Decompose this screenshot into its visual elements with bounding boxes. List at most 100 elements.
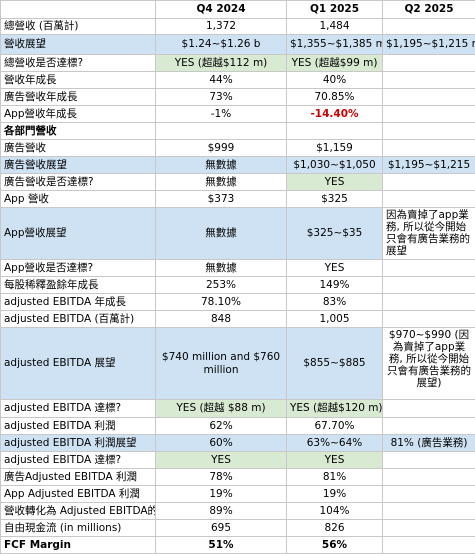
cell-q2[interactable] <box>383 106 475 123</box>
cell-q1[interactable]: YES (超越$99 m) <box>287 55 383 72</box>
cell-q4[interactable]: 60% <box>156 435 287 452</box>
cell-q1[interactable]: YES <box>287 174 383 191</box>
cell-q1[interactable]: 67.70% <box>287 418 383 435</box>
row-label[interactable]: adjusted EBITDA 利潤 <box>1 418 156 435</box>
cell-q4[interactable]: 無數據 <box>156 174 287 191</box>
cell-q1[interactable] <box>287 123 383 140</box>
cell-q1[interactable]: $1,159 <box>287 140 383 157</box>
cell-q2[interactable] <box>383 123 475 140</box>
row-label[interactable]: 廣告Adjusted EBITDA 利潤 <box>1 469 156 486</box>
cell-q2[interactable]: 81% (廣告業務) <box>383 435 475 452</box>
cell-q2[interactable] <box>383 191 475 208</box>
row-label[interactable]: 廣告營收年成長 <box>1 89 156 106</box>
cell-q4[interactable]: 19% <box>156 486 287 503</box>
cell-q1[interactable]: 19% <box>287 486 383 503</box>
row-label[interactable]: App營收年成長 <box>1 106 156 123</box>
row-label[interactable]: 總營收是否達標? <box>1 55 156 72</box>
cell-q4[interactable]: 62% <box>156 418 287 435</box>
cell-q1[interactable]: YES (超越$120 m) <box>287 400 383 418</box>
row-label[interactable]: 總營收 (百萬計) <box>1 19 156 35</box>
cell-q2[interactable] <box>383 277 475 294</box>
row-label[interactable]: 自由現金流 (in millions) <box>1 520 156 537</box>
header-q4-2024[interactable]: Q4 2024 <box>156 1 287 19</box>
cell-q1[interactable]: $855~$885 <box>287 328 383 400</box>
cell-q1[interactable]: 104% <box>287 503 383 520</box>
cell-q4[interactable]: 73% <box>156 89 287 106</box>
cell-q4[interactable]: 253% <box>156 277 287 294</box>
row-label[interactable]: adjusted EBITDA (百萬計) <box>1 311 156 328</box>
cell-q4[interactable]: 848 <box>156 311 287 328</box>
cell-q2[interactable] <box>383 311 475 328</box>
row-label[interactable]: 廣告營收是否達標? <box>1 174 156 191</box>
row-label[interactable]: adjusted EBITDA 利潤展望 <box>1 435 156 452</box>
row-label[interactable]: adjusted EBITDA 達標? <box>1 452 156 469</box>
cell-q1[interactable]: -14.40% <box>287 106 383 123</box>
cell-q1[interactable]: $1,355~$1,385 m <box>287 35 383 55</box>
cell-q4[interactable]: YES (超越 $88 m) <box>156 400 287 418</box>
cell-q2[interactable] <box>383 469 475 486</box>
cell-q4[interactable]: $1.24~$1.26 b <box>156 35 287 55</box>
row-label[interactable]: App Adjusted EBITDA 利潤 <box>1 486 156 503</box>
row-label[interactable]: adjusted EBITDA 年成長 <box>1 294 156 311</box>
cell-q1[interactable]: 1,484 <box>287 19 383 35</box>
cell-q4[interactable]: $740 million and $760 million <box>156 328 287 400</box>
row-label[interactable]: App營收是否達標? <box>1 260 156 277</box>
cell-q4[interactable]: 695 <box>156 520 287 537</box>
cell-q2[interactable] <box>383 452 475 469</box>
header-q2-2025[interactable]: Q2 2025 <box>383 1 475 19</box>
cell-q1[interactable]: 1,005 <box>287 311 383 328</box>
row-label[interactable]: adjusted EBITDA 展望 <box>1 328 156 400</box>
header-label-cell[interactable] <box>1 1 156 19</box>
row-label[interactable]: FCF Margin <box>1 537 156 554</box>
cell-q1[interactable]: 63%~64% <box>287 435 383 452</box>
cell-q2[interactable] <box>383 174 475 191</box>
cell-q1[interactable]: 81% <box>287 469 383 486</box>
cell-q1[interactable]: $325 <box>287 191 383 208</box>
cell-q4[interactable]: -1% <box>156 106 287 123</box>
cell-q2-note[interactable]: $970~$990 (因為賣掉了app業務, 所以從今開始只會有廣告業務的展望) <box>383 328 475 400</box>
cell-q2[interactable] <box>383 294 475 311</box>
cell-q1[interactable]: 56% <box>287 537 383 554</box>
cell-q4[interactable]: 44% <box>156 72 287 89</box>
cell-q2[interactable] <box>383 260 475 277</box>
cell-q1[interactable]: 149% <box>287 277 383 294</box>
cell-q4[interactable]: 無數據 <box>156 260 287 277</box>
header-q1-2025[interactable]: Q1 2025 <box>287 1 383 19</box>
cell-q1[interactable]: YES <box>287 452 383 469</box>
cell-q4[interactable]: YES <box>156 452 287 469</box>
cell-q1[interactable]: 826 <box>287 520 383 537</box>
cell-q2[interactable] <box>383 400 475 418</box>
cell-q4[interactable] <box>156 123 287 140</box>
cell-q1[interactable]: 70.85% <box>287 89 383 106</box>
row-label[interactable]: 營收展望 <box>1 35 156 55</box>
cell-q1[interactable]: YES <box>287 260 383 277</box>
cell-q2[interactable] <box>383 486 475 503</box>
cell-q2[interactable] <box>383 72 475 89</box>
cell-q4[interactable]: 1,372 <box>156 19 287 35</box>
cell-q4[interactable]: $373 <box>156 191 287 208</box>
row-label[interactable]: 廣告營收展望 <box>1 157 156 174</box>
cell-q2[interactable] <box>383 55 475 72</box>
cell-q2[interactable] <box>383 537 475 554</box>
cell-q2[interactable] <box>383 140 475 157</box>
cell-q2[interactable] <box>383 520 475 537</box>
cell-q2[interactable] <box>383 418 475 435</box>
cell-q1[interactable]: 83% <box>287 294 383 311</box>
row-label[interactable]: 廣告營收 <box>1 140 156 157</box>
cell-q4[interactable]: YES (超越$112 m) <box>156 55 287 72</box>
cell-q1[interactable]: $1,030~$1,050 <box>287 157 383 174</box>
cell-q1[interactable]: $325~$35 <box>287 208 383 260</box>
cell-q4[interactable]: 無數據 <box>156 208 287 260</box>
row-label[interactable]: App營收展望 <box>1 208 156 260</box>
cell-q4[interactable]: 89% <box>156 503 287 520</box>
cell-q2-note[interactable]: 因為賣掉了app業務, 所以從今開始只會有廣告業務的展望 <box>383 208 475 260</box>
cell-q4[interactable]: 無數據 <box>156 157 287 174</box>
cell-q4[interactable]: 51% <box>156 537 287 554</box>
cell-q2[interactable] <box>383 503 475 520</box>
cell-q2[interactable] <box>383 19 475 35</box>
cell-q2[interactable]: $1,195~$1,215 m <box>383 35 475 55</box>
row-label[interactable]: 每股稀釋盈餘年成長 <box>1 277 156 294</box>
cell-q4[interactable]: 78% <box>156 469 287 486</box>
cell-q1[interactable]: 40% <box>287 72 383 89</box>
row-label[interactable]: 營收年成長 <box>1 72 156 89</box>
